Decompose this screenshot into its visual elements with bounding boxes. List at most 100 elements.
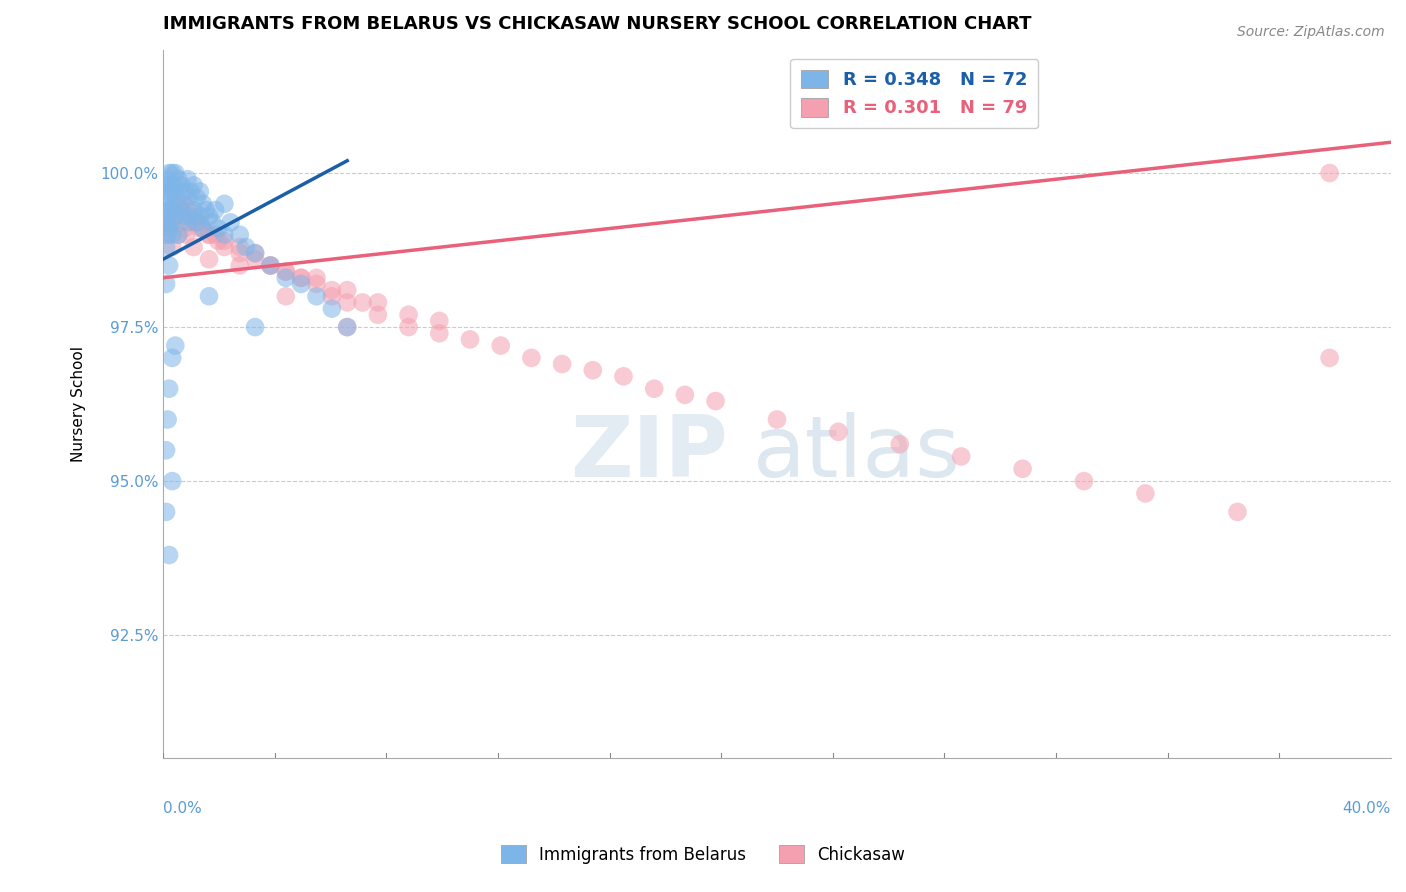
Point [229, 259, 252, 273]
Point [290, 270, 312, 285]
Legend: Immigrants from Belarus, Chickasaw: Immigrants from Belarus, Chickasaw [494, 838, 912, 871]
Point [173, 221, 195, 235]
Point [235, 240, 257, 254]
Point [186, 191, 208, 205]
Point [191, 197, 214, 211]
Point [198, 227, 221, 242]
Point [165, 338, 187, 352]
Point [305, 289, 328, 303]
Point [156, 412, 179, 426]
Point [243, 252, 266, 267]
Point [673, 388, 696, 402]
Point [229, 240, 252, 254]
Point [160, 240, 183, 254]
Point [1226, 505, 1249, 519]
Point [155, 240, 177, 254]
Text: 40.0%: 40.0% [1343, 801, 1391, 816]
Point [160, 351, 183, 365]
Point [170, 197, 193, 211]
Point [174, 227, 197, 242]
Point [489, 338, 512, 352]
Point [167, 197, 190, 211]
Point [274, 289, 297, 303]
Point [321, 289, 343, 303]
Point [243, 320, 266, 334]
Point [155, 178, 177, 193]
Point [321, 283, 343, 297]
Point [176, 202, 198, 217]
Point [165, 209, 187, 223]
Point [305, 270, 328, 285]
Point [170, 202, 193, 217]
Point [183, 215, 205, 229]
Point [155, 505, 177, 519]
Text: atlas: atlas [752, 412, 960, 495]
Point [1319, 166, 1341, 180]
Point [198, 209, 221, 223]
Text: 0.0%: 0.0% [163, 801, 201, 816]
Point [398, 320, 420, 334]
Point [214, 197, 236, 211]
Point [582, 363, 605, 377]
Point [1073, 474, 1095, 488]
Point [198, 252, 221, 267]
Point [170, 178, 193, 193]
Point [155, 215, 177, 229]
Point [157, 166, 180, 180]
Point [156, 209, 179, 223]
Point [163, 178, 186, 193]
Point [183, 202, 205, 217]
Point [259, 259, 281, 273]
Point [167, 197, 190, 211]
Text: Source: ZipAtlas.com: Source: ZipAtlas.com [1237, 25, 1385, 39]
Point [612, 369, 634, 384]
Point [156, 227, 179, 242]
Point [290, 277, 312, 291]
Point [188, 221, 211, 235]
Point [156, 215, 179, 229]
Text: ZIP: ZIP [569, 412, 728, 495]
Point [157, 548, 180, 562]
Point [1135, 486, 1157, 500]
Point [180, 209, 202, 223]
Point [274, 265, 297, 279]
Point [169, 215, 191, 229]
Point [198, 227, 221, 242]
Point [520, 351, 543, 365]
Point [950, 450, 973, 464]
Point [352, 295, 374, 310]
Point [165, 209, 187, 223]
Point [155, 277, 177, 291]
Point [173, 197, 195, 211]
Point [163, 209, 186, 223]
Point [188, 209, 211, 223]
Point [551, 357, 574, 371]
Legend: R = 0.348   N = 72, R = 0.301   N = 79: R = 0.348 N = 72, R = 0.301 N = 79 [790, 59, 1038, 128]
Point [889, 437, 911, 451]
Point [160, 202, 183, 217]
Point [188, 185, 211, 199]
Point [191, 221, 214, 235]
Point [157, 215, 180, 229]
Point [173, 185, 195, 199]
Point [157, 382, 180, 396]
Point [259, 259, 281, 273]
Point [201, 215, 224, 229]
Point [427, 314, 450, 328]
Point [157, 221, 180, 235]
Point [183, 240, 205, 254]
Point [321, 301, 343, 316]
Point [160, 209, 183, 223]
Point [186, 215, 208, 229]
Point [229, 246, 252, 260]
Point [155, 443, 177, 458]
Point [398, 308, 420, 322]
Point [219, 215, 242, 229]
Point [191, 221, 214, 235]
Point [274, 270, 297, 285]
Point [827, 425, 849, 439]
Point [167, 172, 190, 186]
Point [766, 412, 789, 426]
Point [157, 259, 180, 273]
Point [194, 202, 217, 217]
